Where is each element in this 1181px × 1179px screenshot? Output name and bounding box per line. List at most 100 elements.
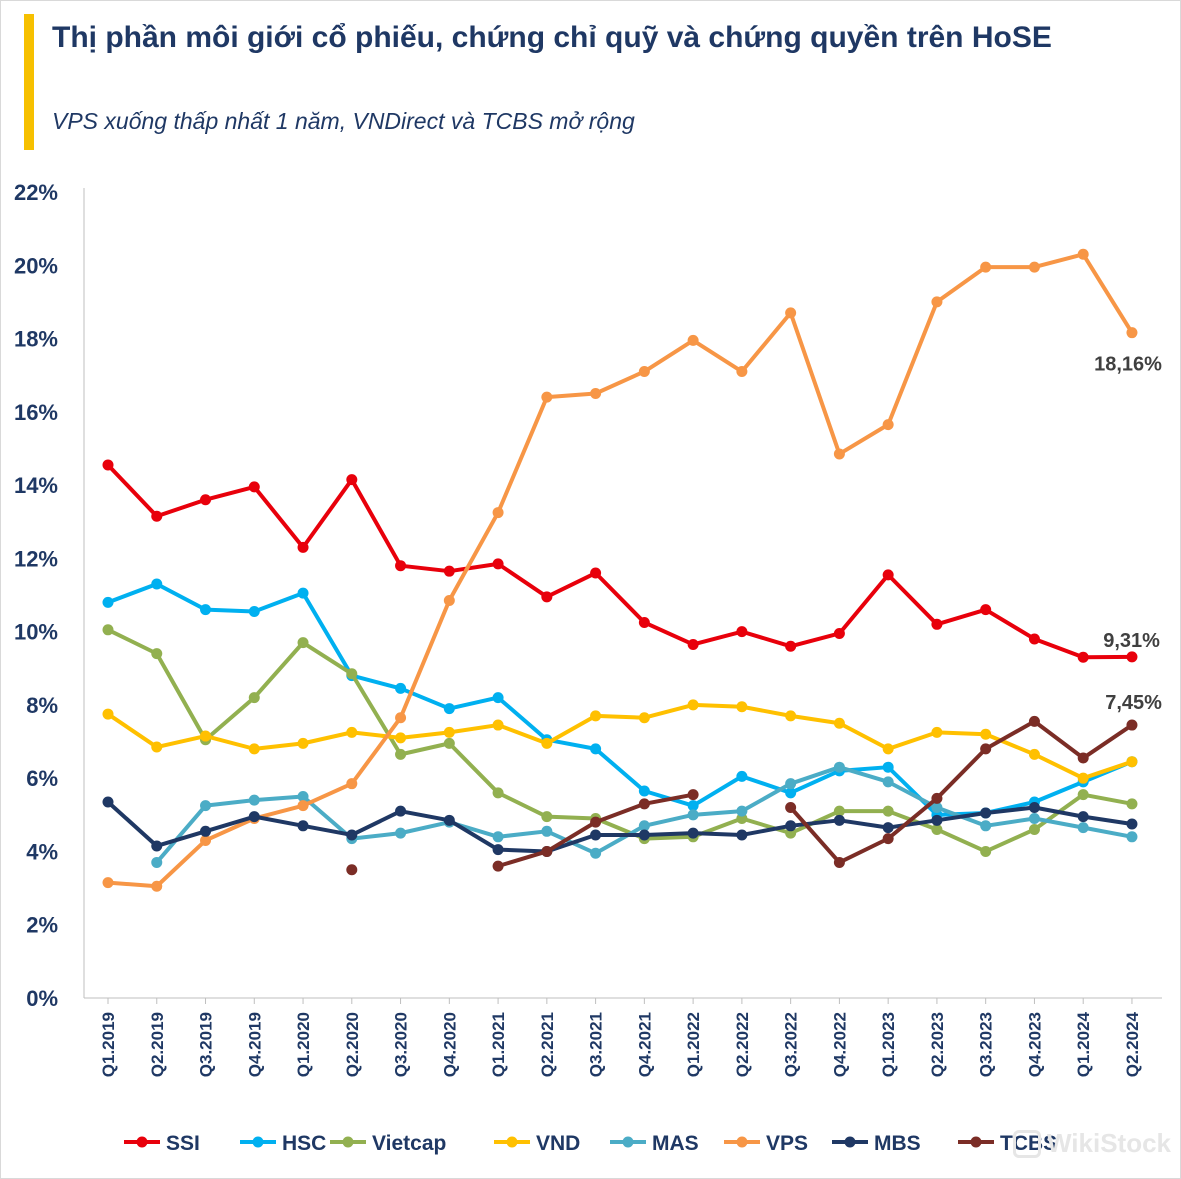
data-point-vps <box>638 366 650 378</box>
data-point-tcbs <box>590 816 602 828</box>
legend-marker <box>342 1136 354 1148</box>
x-tick-label: Q1.2021 <box>489 1012 508 1077</box>
series-line-vps <box>106 252 1134 889</box>
data-label-ssi: 9,31% <box>1103 630 1160 652</box>
x-tick-label: Q2.2024 <box>1123 1011 1142 1077</box>
data-point-vietcap <box>1028 823 1040 835</box>
data-point-vps <box>395 712 407 724</box>
y-tick-label: 8% <box>26 693 58 718</box>
data-point-ssi <box>443 565 455 577</box>
y-tick-label: 14% <box>14 473 58 498</box>
data-point-vps <box>833 448 845 460</box>
data-point-ssi <box>590 567 602 579</box>
x-tick-label: Q4.2022 <box>830 1012 849 1077</box>
data-point-vietcap <box>346 668 358 680</box>
data-point-vnd <box>687 699 699 711</box>
y-tick-label: 10% <box>14 620 58 645</box>
x-tick-label: Q1.2019 <box>99 1012 118 1077</box>
watermark: WikiStock <box>1012 1128 1171 1159</box>
series-mbs <box>102 796 1138 857</box>
series-line-vietcap <box>106 627 1134 854</box>
legend-item-mbs: MBS <box>832 1132 921 1155</box>
y-tick-label: 18% <box>14 327 58 352</box>
data-point-tcbs <box>1028 715 1040 727</box>
series-mas <box>151 761 1138 868</box>
chart-legend: SSI HSC Vietcap VND MAS VPS MBS TCBS <box>124 1132 1057 1155</box>
legend-item-vietcap: Vietcap <box>330 1132 446 1155</box>
x-tick-label: Q1.2022 <box>684 1012 703 1077</box>
data-point-vnd <box>833 717 845 729</box>
data-point-vietcap <box>248 692 260 704</box>
data-point-mbs <box>931 814 943 826</box>
data-point-mbs <box>882 822 894 834</box>
data-point-mas <box>785 778 797 790</box>
data-point-mas <box>736 805 748 817</box>
series-line-vnd <box>106 702 1134 781</box>
data-point-vietcap <box>297 637 309 649</box>
data-point-mas <box>638 820 650 832</box>
x-tick-label: Q4.2023 <box>1025 1012 1044 1077</box>
chart-data-labels: 18,16% 9,31% 7,45% <box>1094 354 1162 714</box>
data-point-vietcap <box>443 737 455 749</box>
data-point-vps <box>1126 327 1138 339</box>
data-point-mas <box>492 831 504 843</box>
data-point-mbs <box>1077 811 1089 823</box>
data-point-vps <box>541 391 553 403</box>
data-point-vps <box>346 778 358 790</box>
data-point-hsc <box>638 785 650 797</box>
data-point-mas <box>833 761 845 773</box>
data-point-vps <box>687 334 699 346</box>
data-point-vps <box>200 834 212 846</box>
legend-item-mas: MAS <box>610 1132 699 1155</box>
legend-marker <box>844 1136 856 1148</box>
legend-marker <box>622 1136 634 1148</box>
series-line-ssi <box>106 462 1134 660</box>
data-point-mbs <box>833 814 845 826</box>
data-point-vnd <box>297 737 309 749</box>
x-tick-label: Q1.2023 <box>879 1012 898 1077</box>
legend-label: SSI <box>166 1132 200 1155</box>
y-tick-label: 16% <box>14 400 58 425</box>
data-point-vps <box>882 419 894 431</box>
x-tick-label: Q2.2021 <box>538 1012 557 1077</box>
data-point-vps <box>980 261 992 273</box>
data-point-vps <box>931 296 943 308</box>
data-point-vnd <box>980 728 992 740</box>
data-point-vnd <box>1028 748 1040 760</box>
watermark-logo-icon <box>1012 1129 1041 1158</box>
data-point-ssi <box>736 626 748 638</box>
data-point-tcbs <box>492 860 504 872</box>
y-tick-label: 6% <box>26 766 58 791</box>
x-tick-label: Q2.2022 <box>733 1012 752 1077</box>
x-tick-label: Q2.2023 <box>928 1012 947 1077</box>
data-point-ssi <box>541 591 553 603</box>
data-point-ssi <box>395 560 407 572</box>
data-point-mbs <box>443 814 455 826</box>
series-line-hsc <box>106 582 1134 817</box>
legend-marker <box>506 1136 518 1148</box>
data-point-vietcap <box>1126 798 1138 810</box>
x-tick-label: Q1.2024 <box>1074 1011 1093 1077</box>
x-tick-label: Q1.2020 <box>294 1012 313 1077</box>
series-tcbs <box>346 715 1138 876</box>
legend-label: HSC <box>282 1132 326 1155</box>
chart-subtitle: VPS xuống thấp nhất 1 năm, VNDirect và T… <box>52 108 635 134</box>
data-point-vietcap <box>541 811 553 823</box>
data-point-ssi <box>785 640 797 652</box>
y-tick-label: 20% <box>14 253 58 278</box>
data-point-mas <box>980 820 992 832</box>
data-point-ssi <box>102 459 114 471</box>
x-tick-label: Q4.2019 <box>245 1012 264 1077</box>
chart-axes: 0% 2% 4% 6% 8% 10% 12% 14% 16% 18% 20% 22% Q1.2019 Q2… <box>14 180 1162 1077</box>
data-point-tcbs <box>346 864 358 876</box>
x-tick-label: Q4.2020 <box>440 1012 459 1077</box>
data-point-hsc <box>102 596 114 608</box>
data-point-tcbs <box>980 743 992 755</box>
data-point-mbs <box>102 796 114 808</box>
data-point-mas <box>248 794 260 806</box>
data-point-mbs <box>980 807 992 819</box>
data-point-hsc <box>297 587 309 599</box>
data-point-mas <box>882 776 894 788</box>
data-point-mas <box>1126 831 1138 843</box>
